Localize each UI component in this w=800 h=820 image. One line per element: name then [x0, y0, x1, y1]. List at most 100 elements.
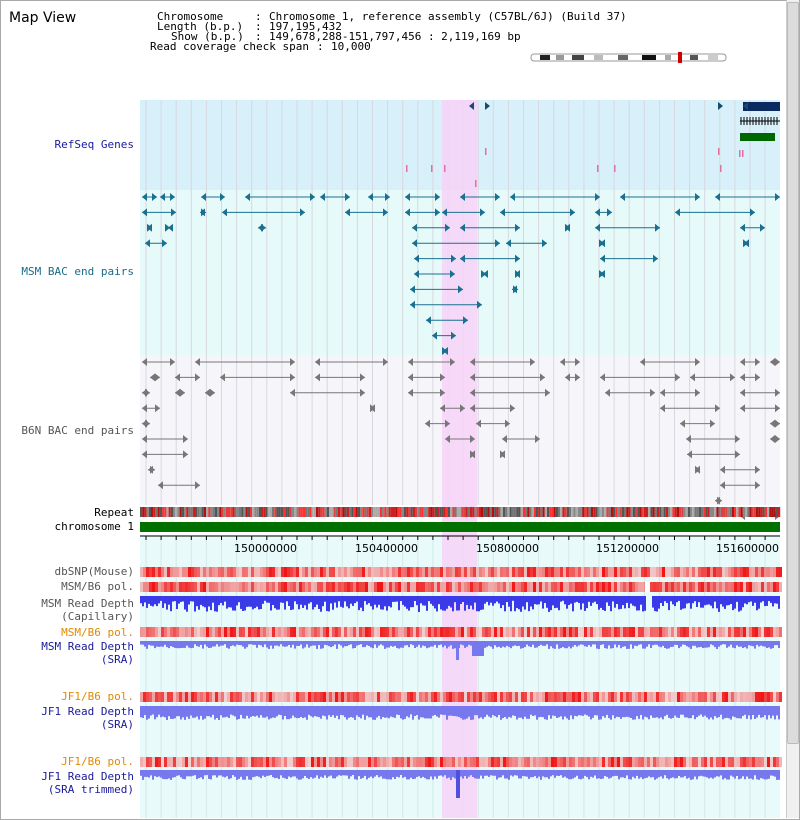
heatmap-cell	[470, 692, 473, 702]
repeat-block	[481, 507, 484, 517]
heatmap-cell	[734, 627, 737, 637]
depth-bar	[188, 641, 190, 648]
depth-bar	[740, 706, 742, 719]
b6n-bac-end-pairs[interactable]	[142, 358, 780, 520]
repeat-block	[203, 507, 206, 517]
heatmap-cell	[431, 692, 434, 702]
b6n-bac-pair-end	[600, 373, 605, 382]
heatmap-cell	[221, 692, 224, 702]
repeat-block	[419, 507, 422, 517]
repeat-block	[208, 507, 211, 517]
depth-bar	[678, 706, 680, 718]
depth-bar	[162, 641, 164, 647]
heatmap-cell	[626, 567, 629, 577]
heatmap-cell	[209, 567, 212, 577]
repeat-block	[485, 507, 488, 517]
depth-bar	[748, 596, 750, 603]
depth-bar	[678, 770, 680, 776]
depth-bar	[544, 770, 546, 778]
repeat-block	[632, 507, 635, 517]
depth-bar	[444, 596, 446, 611]
depth-bar	[562, 706, 564, 720]
depth-bar	[758, 641, 760, 647]
depth-bar	[704, 706, 706, 716]
depth-bar	[468, 641, 470, 645]
depth-bar	[300, 596, 302, 605]
repeat-block	[606, 507, 609, 517]
heatmap-cell	[773, 582, 776, 592]
depth-bar	[432, 596, 434, 606]
depth-bar	[176, 706, 178, 717]
depth-bar	[746, 770, 748, 777]
msm-bac-end-pairs[interactable]	[142, 193, 780, 355]
heatmap-cell	[704, 582, 707, 592]
track-label-b6n-bac[interactable]: B6N BAC end pairs	[21, 424, 134, 437]
heatmap-cell	[143, 692, 146, 702]
repeat-block	[562, 507, 565, 517]
heatmap-cell	[254, 692, 257, 702]
depth-bar	[384, 596, 386, 607]
depth-bar	[570, 641, 572, 649]
scrollbar-thumb[interactable]	[787, 2, 799, 744]
depth-bar	[448, 706, 450, 716]
heatmap-cell	[704, 692, 707, 702]
depth-bar	[180, 641, 182, 648]
heatmap-cell	[557, 692, 560, 702]
gene-arrow	[485, 102, 490, 110]
repeat-block	[408, 507, 411, 517]
depth-bar	[310, 596, 312, 603]
heatmap-cell	[767, 757, 770, 767]
gene-tick	[739, 150, 741, 157]
heatmap-cell	[710, 567, 713, 577]
track-label-refseq[interactable]: RefSeq Genes	[54, 138, 134, 151]
track-label-msm-bac[interactable]: MSM BAC end pairs	[21, 265, 134, 278]
heatmap-cell	[761, 627, 764, 637]
repeat-block	[166, 507, 169, 517]
depth-bar	[260, 770, 262, 779]
heatmap-cell	[536, 582, 539, 592]
heatmap-cell	[212, 692, 215, 702]
depth-bar	[146, 641, 148, 649]
heatmap-cell	[707, 757, 710, 767]
depth-bar	[686, 641, 688, 647]
heatmap-cell	[386, 627, 389, 637]
repeat-block	[736, 507, 739, 517]
heatmap-cell	[284, 567, 287, 577]
heatmap-cell	[455, 692, 458, 702]
heatmap-cell	[395, 757, 398, 767]
refseq-gene-features[interactable]	[406, 102, 780, 187]
heatmap-cell	[608, 582, 611, 592]
depth-bar	[444, 641, 446, 646]
depth-bar	[712, 641, 714, 646]
repeat-block	[157, 507, 160, 517]
msm-bac-pair-end	[477, 300, 482, 309]
repeat-block	[626, 507, 629, 517]
depth-bar	[760, 706, 762, 718]
depth-bar	[570, 596, 572, 604]
depth-bar	[400, 770, 402, 775]
depth-bar	[420, 641, 422, 648]
heatmap-cell	[215, 757, 218, 767]
repeat-block	[751, 507, 754, 517]
depth-bar	[202, 641, 204, 649]
depth-bar	[540, 596, 542, 602]
depth-bar	[548, 770, 550, 779]
depth-bar	[232, 706, 234, 716]
heatmap-cell	[581, 692, 584, 702]
depth-bar	[198, 706, 200, 720]
chromosome-ideogram[interactable]	[530, 52, 727, 63]
b6n-bac-pair-end	[183, 450, 188, 459]
heatmap-cell	[383, 627, 386, 637]
depth-bar	[434, 596, 436, 609]
heatmap-cell	[596, 567, 599, 577]
heatmap-cell	[599, 627, 602, 637]
msm-bac-pair-end	[222, 208, 227, 217]
repeat-block	[349, 507, 352, 517]
msm-bac-pair-end	[435, 193, 440, 201]
repeat-block	[302, 507, 305, 517]
heatmap-cell	[257, 627, 260, 637]
depth-bar	[266, 706, 268, 717]
heatmap-cell	[320, 567, 323, 577]
depth-bar	[594, 706, 596, 716]
